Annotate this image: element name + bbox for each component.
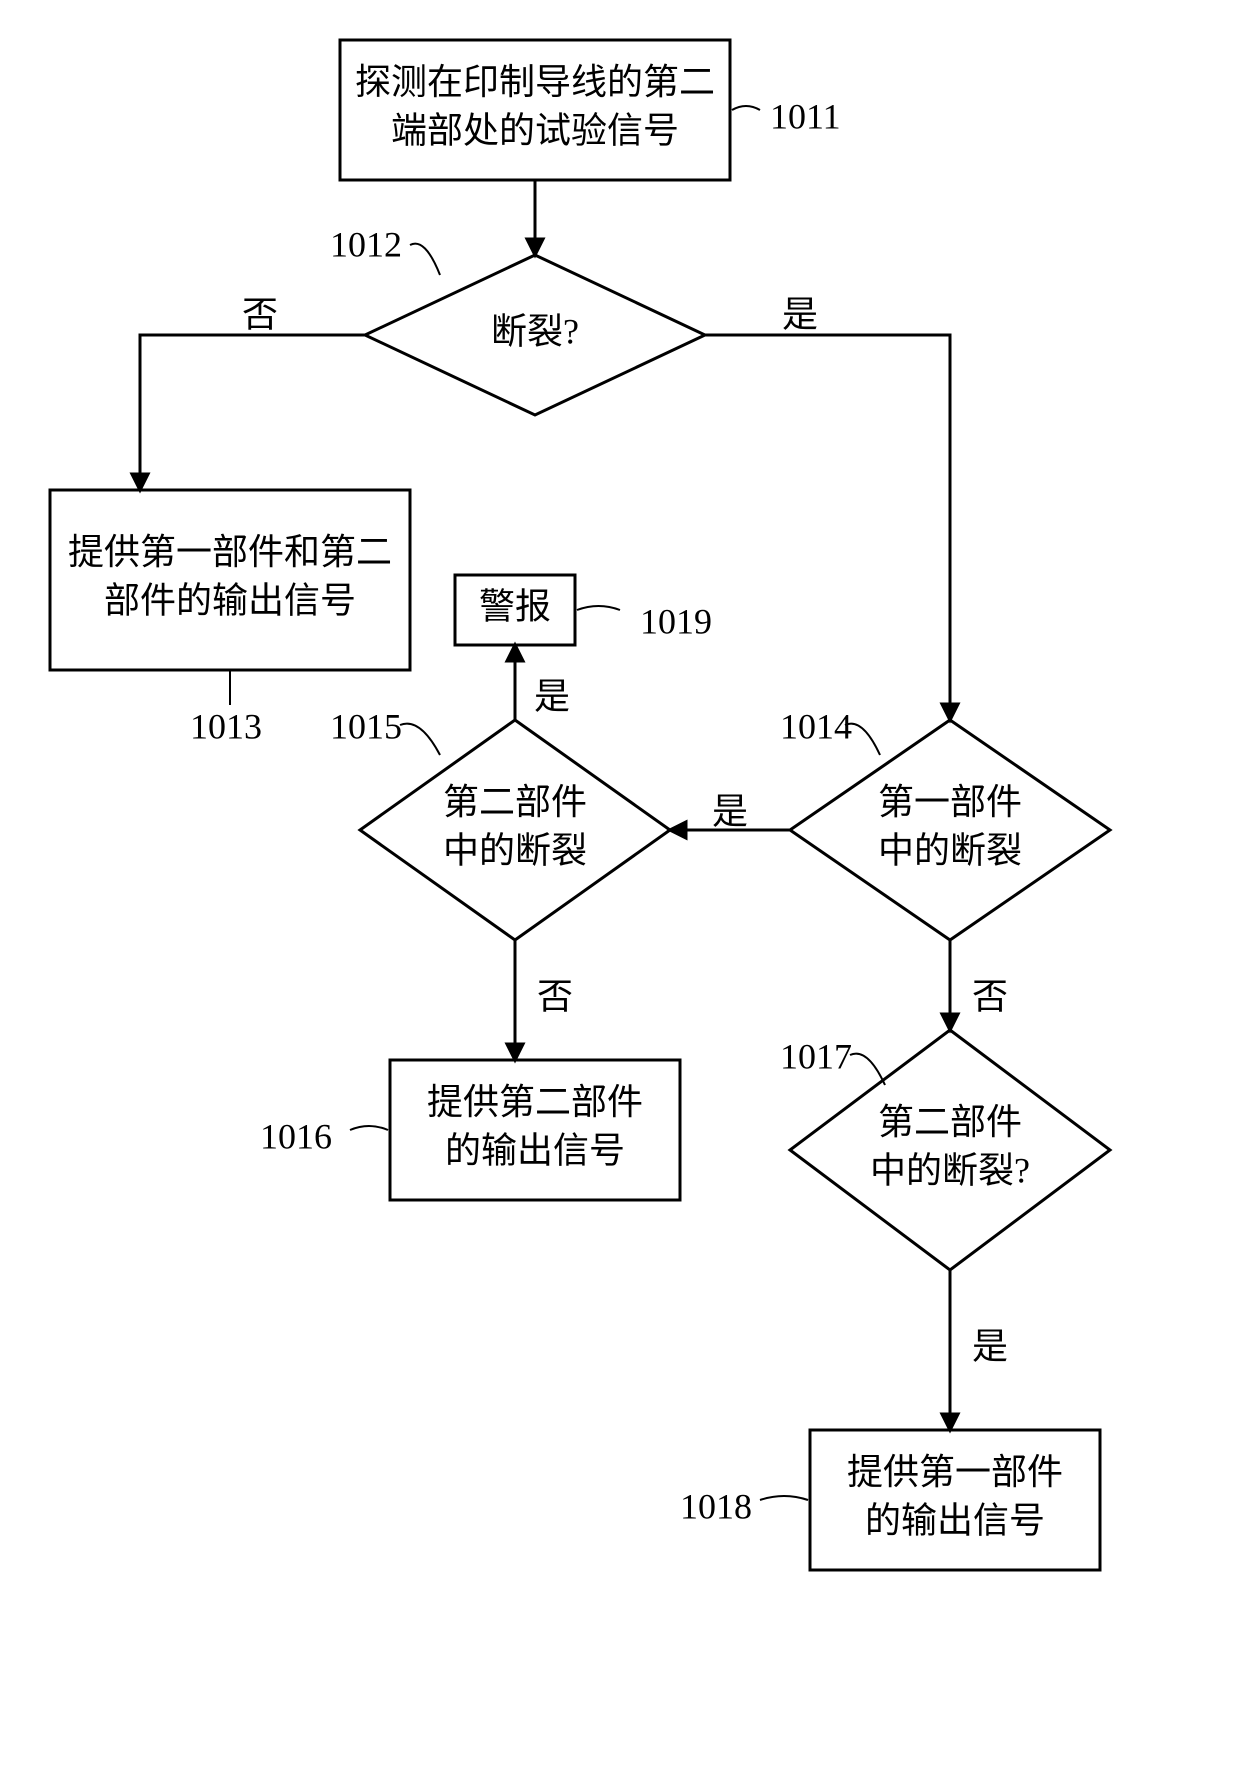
svg-text:是: 是 xyxy=(712,791,748,831)
svg-text:1019: 1019 xyxy=(640,601,712,641)
n1019: 警报 1019 xyxy=(455,575,712,645)
svg-text:1018: 1018 xyxy=(680,1486,752,1526)
edge-4: 是 xyxy=(515,645,570,720)
edge-1: 否 xyxy=(140,294,365,490)
svg-text:第二部件: 第二部件 xyxy=(443,782,587,822)
svg-text:第一部件: 第一部件 xyxy=(878,782,1022,822)
n1017: 第二部件中的断裂? 1017 xyxy=(780,1030,1110,1270)
svg-text:是: 是 xyxy=(534,676,570,716)
svg-text:否: 否 xyxy=(537,976,573,1016)
svg-text:的输出信号: 的输出信号 xyxy=(445,1131,625,1171)
n1011: 探测在印制导线的第二端部处的试验信号 1011 xyxy=(340,40,841,180)
svg-text:中的断裂: 中的断裂 xyxy=(443,831,587,871)
svg-text:中的断裂: 中的断裂 xyxy=(878,831,1022,871)
n1014: 第一部件中的断裂 1014 xyxy=(780,706,1110,940)
svg-text:否: 否 xyxy=(242,294,278,334)
n1012: 断裂? 1012 xyxy=(330,224,705,415)
svg-text:提供第二部件: 提供第二部件 xyxy=(427,1082,643,1122)
svg-text:第二部件: 第二部件 xyxy=(878,1102,1022,1142)
svg-text:1014: 1014 xyxy=(780,706,852,746)
svg-text:警报: 警报 xyxy=(479,586,551,626)
svg-text:中的断裂?: 中的断裂? xyxy=(870,1151,1030,1191)
edge-7: 是 xyxy=(950,1270,1008,1430)
svg-text:部件的输出信号: 部件的输出信号 xyxy=(104,581,356,621)
edge-3: 是 xyxy=(670,791,790,831)
n1018: 提供第一部件的输出信号 1018 xyxy=(680,1430,1100,1570)
svg-text:1016: 1016 xyxy=(260,1116,332,1156)
n1016: 提供第二部件的输出信号 1016 xyxy=(260,1060,680,1200)
svg-text:断裂?: 断裂? xyxy=(491,311,579,351)
edge-5: 否 xyxy=(515,940,573,1060)
svg-text:是: 是 xyxy=(972,1326,1008,1366)
svg-text:否: 否 xyxy=(972,976,1008,1016)
svg-text:提供第一部件: 提供第一部件 xyxy=(847,1452,1063,1492)
svg-text:提供第一部件和第二: 提供第一部件和第二 xyxy=(68,532,392,572)
svg-text:1012: 1012 xyxy=(330,224,402,264)
edge-2: 是 xyxy=(705,294,950,720)
edge-6: 否 xyxy=(950,940,1008,1030)
svg-text:探测在印制导线的第二: 探测在印制导线的第二 xyxy=(355,62,715,102)
svg-text:1013: 1013 xyxy=(190,706,262,746)
svg-text:的输出信号: 的输出信号 xyxy=(865,1501,1045,1541)
n1015: 第二部件中的断裂 1015 xyxy=(330,706,670,940)
svg-text:1017: 1017 xyxy=(780,1036,852,1076)
svg-text:1011: 1011 xyxy=(770,96,841,136)
svg-text:1015: 1015 xyxy=(330,706,402,746)
svg-text:是: 是 xyxy=(782,294,818,334)
svg-text:端部处的试验信号: 端部处的试验信号 xyxy=(391,111,679,151)
